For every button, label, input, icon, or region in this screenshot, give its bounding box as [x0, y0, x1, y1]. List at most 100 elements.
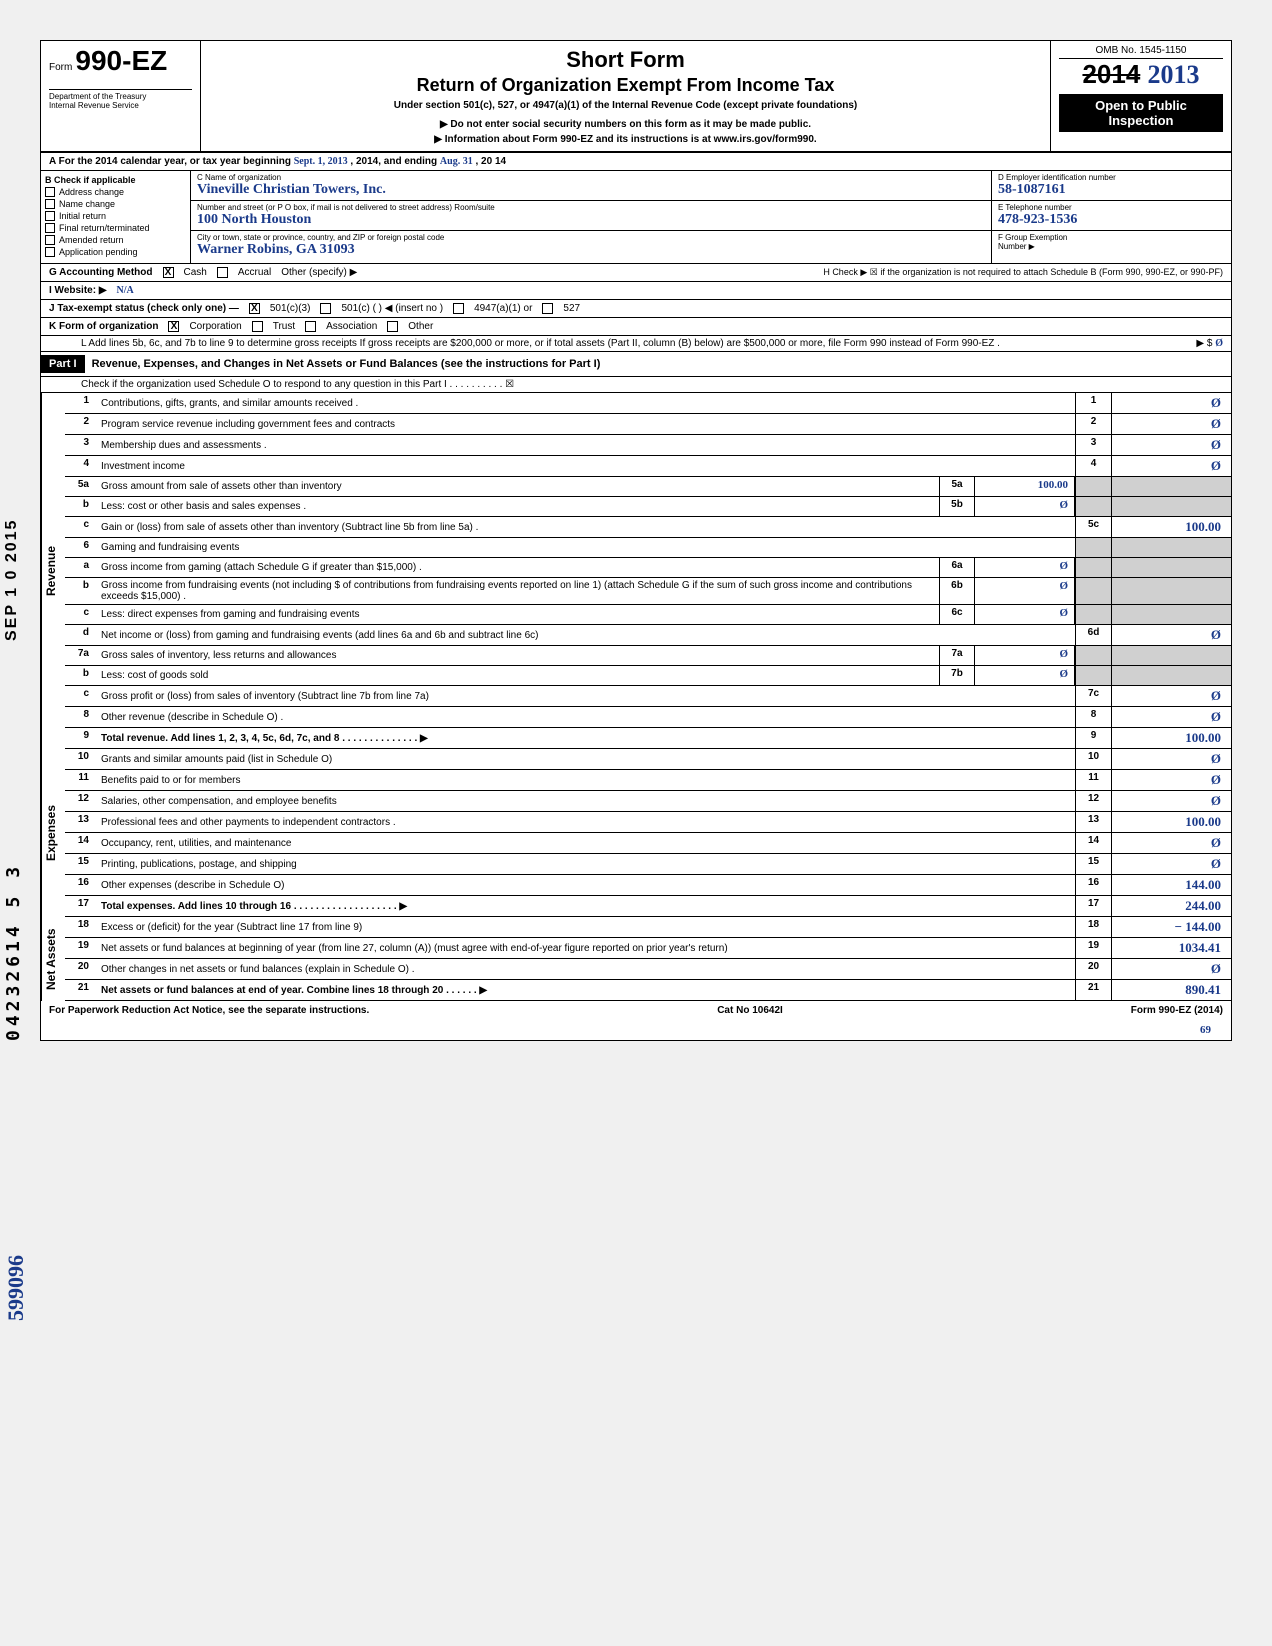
chk-initial[interactable]: Initial return — [45, 211, 186, 221]
website: N/A — [117, 285, 134, 296]
chk-trust[interactable] — [252, 321, 263, 332]
line-d: dNet income or (loss) from gaming and fu… — [65, 625, 1231, 646]
line-num: 13 — [65, 812, 95, 832]
ktrust: Trust — [273, 321, 295, 332]
chk-pending[interactable]: Application pending — [45, 247, 186, 257]
line-19: 19Net assets or fund balances at beginni… — [65, 938, 1231, 959]
period-label: A For the 2014 calendar year, or tax yea… — [49, 156, 291, 167]
line-desc: Gain or (loss) from sale of assets other… — [95, 517, 1075, 537]
chk-cash[interactable]: X — [163, 267, 174, 278]
sub-box: 6c — [939, 605, 975, 624]
other-label: Other (specify) ▶ — [281, 267, 357, 278]
chk-501c[interactable] — [320, 303, 331, 314]
chk-other[interactable] — [387, 321, 398, 332]
end-val: Ø — [1111, 625, 1231, 645]
end-val-shade — [1111, 578, 1231, 604]
open-line1: Open to Public — [1063, 98, 1219, 113]
org-city: Warner Robins, GA 31093 — [197, 242, 985, 258]
b-checklist: Address change Name change Initial retur… — [45, 187, 186, 257]
line-desc: Less: cost of goods sold — [95, 666, 939, 685]
ein-cell: D Employer identification number 58-1087… — [992, 171, 1231, 201]
chk-accrual[interactable] — [217, 267, 228, 278]
chk-4947[interactable] — [453, 303, 464, 314]
addr-label: Number and street (or P O box, if mail i… — [197, 203, 985, 212]
line-desc: Less: direct expenses from gaming and fu… — [95, 605, 939, 624]
line-desc: Net assets or fund balances at end of ye… — [95, 980, 1075, 1000]
f-label: F Group Exemption — [998, 233, 1225, 242]
end-box: 13 — [1075, 812, 1111, 832]
chk-name[interactable]: Name change — [45, 199, 186, 209]
j-label: J Tax-exempt status (check only one) — — [49, 303, 239, 314]
line-2: 2Program service revenue including gover… — [65, 414, 1231, 435]
line-c: cLess: direct expenses from gaming and f… — [65, 605, 1231, 625]
line-num: 16 — [65, 875, 95, 895]
end-val: Ø — [1111, 749, 1231, 769]
h-label: H Check ▶ ☒ if the organization is not r… — [823, 267, 1223, 278]
line-13: 13Professional fees and other payments t… — [65, 812, 1231, 833]
end-box: 9 — [1075, 728, 1111, 748]
netassets-section: Net Assets 18Excess or (deficit) for the… — [41, 917, 1231, 1001]
omb-number: OMB No. 1545-1150 — [1059, 45, 1223, 59]
end-box: 3 — [1075, 435, 1111, 455]
line-k: K Form of organization XCorporation Trus… — [41, 318, 1231, 336]
line-num: 9 — [65, 728, 95, 748]
end-box: 17 — [1075, 896, 1111, 916]
chk-527[interactable] — [542, 303, 553, 314]
chk-address[interactable]: Address change — [45, 187, 186, 197]
sub-box: 7a — [939, 646, 975, 665]
line-b: bGross income from fundraising events (n… — [65, 578, 1231, 605]
footer-right: Form 990-EZ (2014) — [1131, 1005, 1223, 1016]
c-label: C Name of organization — [197, 173, 985, 182]
end-val: 144.00 — [1111, 875, 1231, 895]
chk-corp[interactable]: X — [168, 321, 179, 332]
g-label: G Accounting Method — [49, 267, 153, 278]
revenue-body: 1Contributions, gifts, grants, and simil… — [65, 393, 1231, 749]
k-label: K Form of organization — [49, 321, 158, 332]
org-name: Vineville Christian Towers, Inc. — [197, 182, 985, 198]
line-num: 11 — [65, 770, 95, 790]
expenses-section: Expenses 10Grants and similar amounts pa… — [41, 749, 1231, 917]
part1-header-row: Part I Revenue, Expenses, and Changes in… — [41, 352, 1231, 377]
sub-box: 7b — [939, 666, 975, 685]
phone-cell: E Telephone number 478-923-1536 — [992, 201, 1231, 231]
end-val-shade — [1111, 538, 1231, 557]
chk-assoc[interactable] — [305, 321, 316, 332]
period-mid: , 2014, and ending — [350, 156, 437, 167]
chk-final[interactable]: Final return/terminated — [45, 223, 186, 233]
line-num: 19 — [65, 938, 95, 958]
end-val-shade — [1111, 558, 1231, 577]
b-label: B Check if applicable — [45, 175, 186, 185]
end-val: Ø — [1111, 414, 1231, 434]
f-sub: Number ▶ — [998, 242, 1225, 251]
line-15: 15Printing, publications, postage, and s… — [65, 854, 1231, 875]
line-num: 17 — [65, 896, 95, 916]
line-num: 1 — [65, 393, 95, 413]
l-val: Ø — [1215, 338, 1223, 349]
end-box: 1 — [1075, 393, 1111, 413]
end-box: 14 — [1075, 833, 1111, 853]
line-desc: Program service revenue including govern… — [95, 414, 1075, 434]
page-hand: 69 — [41, 1020, 1231, 1040]
period-begin: Sept. 1, 2013 — [294, 156, 348, 167]
line-desc: Contributions, gifts, grants, and simila… — [95, 393, 1075, 413]
end-box: 16 — [1075, 875, 1111, 895]
line-num: 7a — [65, 646, 95, 665]
line-c: cGain or (loss) from sale of assets othe… — [65, 517, 1231, 538]
footer-row: For Paperwork Reduction Act Notice, see … — [41, 1001, 1231, 1020]
accrual-label: Accrual — [238, 267, 271, 278]
chk-501c3[interactable]: X — [249, 303, 260, 314]
line-j: J Tax-exempt status (check only one) — X… — [41, 300, 1231, 318]
j501c3: 501(c)(3) — [270, 303, 311, 314]
cash-label: Cash — [184, 267, 207, 278]
sub-val: 100.00 — [975, 477, 1075, 496]
end-val: Ø — [1111, 791, 1231, 811]
line-5a: 5aGross amount from sale of assets other… — [65, 477, 1231, 497]
chk-amended[interactable]: Amended return — [45, 235, 186, 245]
end-val-shade — [1111, 646, 1231, 665]
omb-box: OMB No. 1545-1150 2014 2013 Open to Publ… — [1051, 41, 1231, 151]
line-num: b — [65, 666, 95, 685]
line-desc: Salaries, other compensation, and employ… — [95, 791, 1075, 811]
line-16: 16Other expenses (describe in Schedule O… — [65, 875, 1231, 896]
line-18: 18Excess or (deficit) for the year (Subt… — [65, 917, 1231, 938]
end-box-shade — [1075, 666, 1111, 685]
